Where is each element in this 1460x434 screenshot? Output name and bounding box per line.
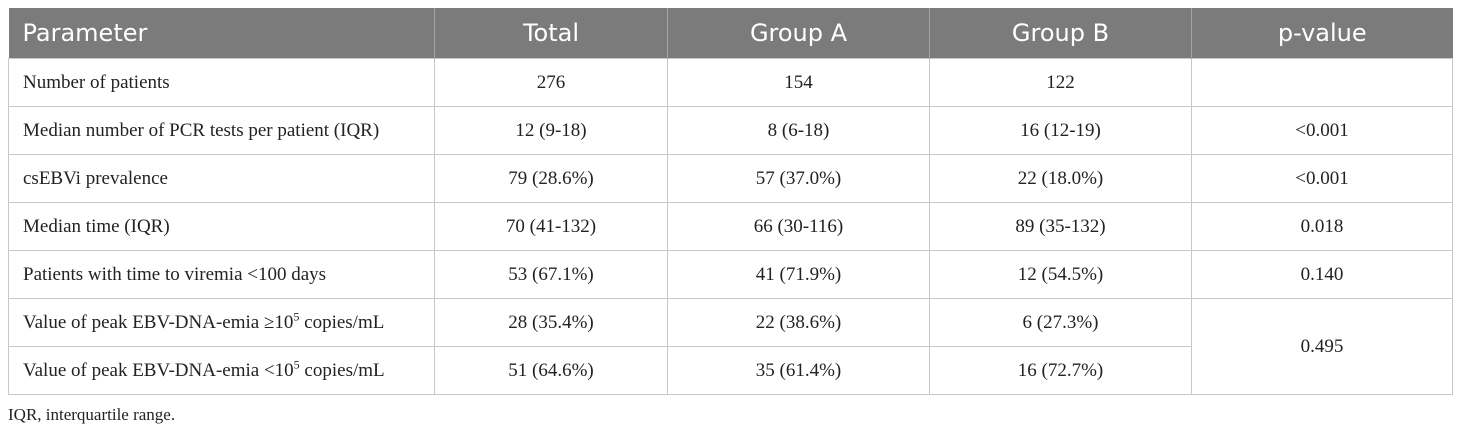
cell-p-value: 0.140 [1191,250,1453,299]
cell-parameter: Median time (IQR) [8,202,435,251]
cell-group-b: 89 (35-132) [929,202,1192,251]
parameter-unit: copies/mL [299,311,385,333]
header-p-value: p-value [1191,8,1453,59]
cell-total: 79 (28.6%) [434,154,668,203]
header-group-b: Group B [929,8,1192,59]
cell-group-a: 154 [667,58,930,107]
header-row: Parameter Total Group A Group B p-value [8,8,1453,59]
table-row: Patients with time to viremia <100 days … [8,250,1453,299]
cell-p-value: 0.018 [1191,202,1453,251]
cell-group-b: 122 [929,58,1192,107]
cell-group-b: 16 (12-19) [929,106,1192,155]
table-footnote: IQR, interquartile range. [8,405,176,424]
cell-p-value: 0.495 [1191,298,1453,395]
cell-parameter: Median number of PCR tests per patient (… [8,106,435,155]
cell-group-a: 66 (30-116) [667,202,930,251]
table-row: csEBVi prevalence 79 (28.6%) 57 (37.0%) … [8,154,1453,203]
cell-parameter: Value of peak EBV-DNA-emia <105 copies/m… [8,346,435,395]
cell-group-a: 8 (6-18) [667,106,930,155]
parameter-exponent: 5 [293,309,300,324]
cell-total: 276 [434,58,668,107]
parameter-text: Value of peak EBV-DNA-emia ≥10 [23,311,294,333]
cell-p-value: <0.001 [1191,154,1453,203]
cell-group-a: 35 (61.4%) [667,346,930,395]
parameter-exponent: 5 [293,357,300,372]
cell-group-a: 57 (37.0%) [667,154,930,203]
cell-group-b: 16 (72.7%) [929,346,1192,395]
results-table: Parameter Total Group A Group B p-value … [8,8,1453,395]
table-container: Parameter Total Group A Group B p-value … [8,8,1453,425]
cell-group-b: 12 (54.5%) [929,250,1192,299]
header-parameter: Parameter [8,8,435,59]
header-total: Total [434,8,668,59]
table-row: Value of peak EBV-DNA-emia <105 copies/m… [8,346,1453,395]
cell-total: 70 (41-132) [434,202,668,251]
table-row: Value of peak EBV-DNA-emia ≥105 copies/m… [8,298,1453,395]
cell-parameter: csEBVi prevalence [8,154,435,203]
cell-parameter: Value of peak EBV-DNA-emia ≥105 copies/m… [8,298,435,347]
parameter-text: Value of peak EBV-DNA-emia <10 [23,359,294,381]
cell-total: 53 (67.1%) [434,250,668,299]
cell-group-b: 22 (18.0%) [929,154,1192,203]
cell-total: 12 (9-18) [434,106,668,155]
cell-group-a: 22 (38.6%) [667,298,930,347]
cell-p-value [1191,58,1453,107]
table-row: Number of patients 276 154 122 [8,58,1453,107]
table-row: Median number of PCR tests per patient (… [8,106,1453,155]
cell-total: 51 (64.6%) [434,346,668,395]
cell-parameter: Patients with time to viremia <100 days [8,250,435,299]
parameter-unit: copies/mL [299,359,385,381]
header-group-a: Group A [667,8,930,59]
cell-group-a: 41 (71.9%) [667,250,930,299]
cell-group-b: 6 (27.3%) [929,298,1192,347]
cell-parameter: Number of patients [8,58,435,107]
table-row: Median time (IQR) 70 (41-132) 66 (30-116… [8,202,1453,251]
cell-p-value: <0.001 [1191,106,1453,155]
cell-total: 28 (35.4%) [434,298,668,347]
